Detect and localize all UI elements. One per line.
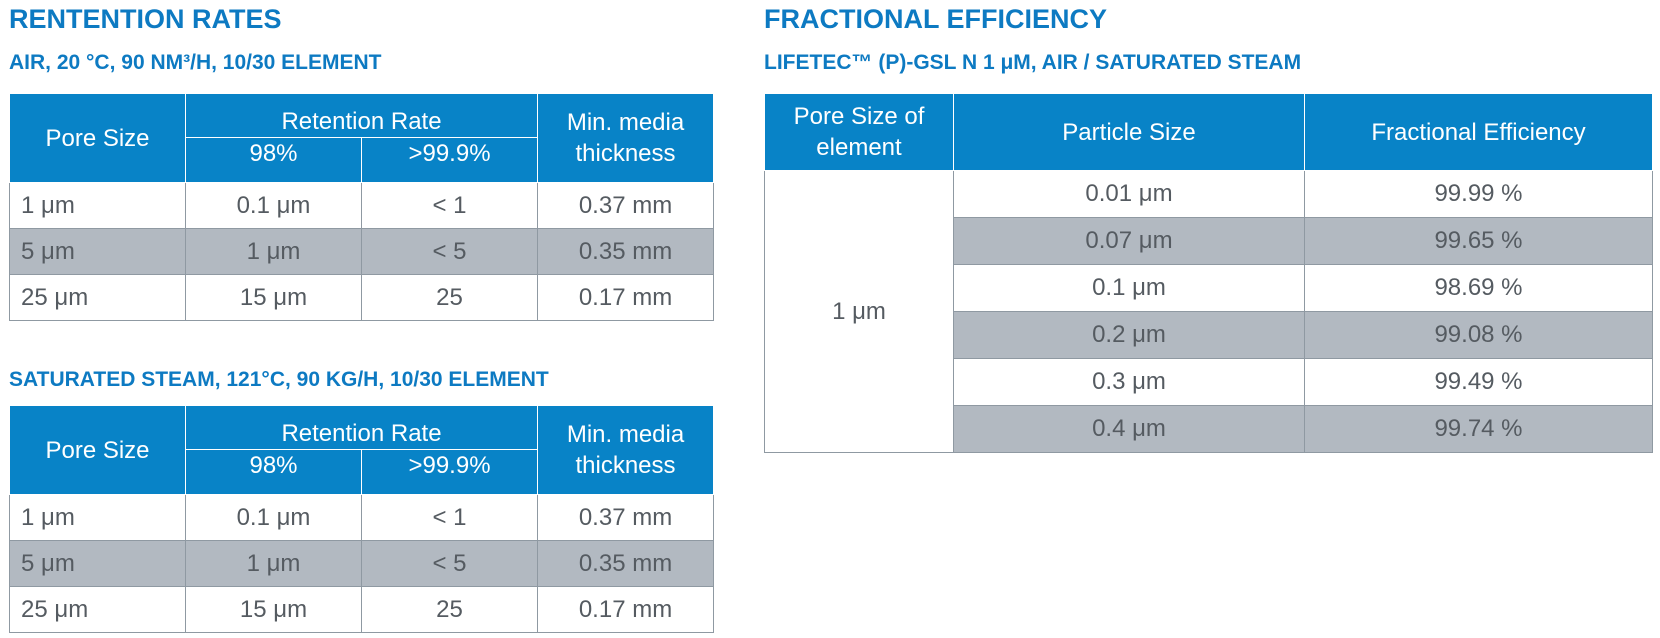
pore-size-of-element-header: Pore Size of element	[764, 93, 954, 171]
air-retention-table: Pore Size Retention Rate Min. media thic…	[9, 93, 715, 321]
pore-size-header-line2: element	[816, 134, 902, 161]
table-row: 25 μm 15 μm 25 0.17 mm	[9, 586, 715, 633]
thickness-cell: 0.37 mm	[537, 494, 715, 541]
retention-98-cell: 1 μm	[185, 228, 362, 275]
retention-rate-header: Retention Rate	[184, 405, 539, 450]
particle-size-header: Particle Size	[953, 93, 1305, 171]
retention-98-cell: 0.1 μm	[185, 182, 362, 229]
pore-size-cell: 5 μm	[9, 540, 186, 587]
element-pore-size-cell: 1 μm	[764, 170, 954, 453]
steam-retention-table: Pore Size Retention Rate Min. media thic…	[9, 405, 715, 633]
particle-size-cell: 0.4 μm	[953, 405, 1305, 453]
efficiency-cell: 99.65 %	[1304, 217, 1653, 265]
particle-size-cell: 0.1 μm	[953, 264, 1305, 312]
particle-size-cell: 0.3 μm	[953, 358, 1305, 406]
min-thickness-header-line2: thickness	[575, 452, 676, 479]
table-row: 0.3 μm 99.49 %	[765, 358, 1653, 406]
particle-size-cell: 0.01 μm	[953, 170, 1305, 218]
retention-999-cell: 25	[360, 274, 539, 321]
pore-size-cell: 25 μm	[9, 586, 186, 633]
table-row: 1 μm 0.01 μm 99.99 %	[764, 170, 1653, 453]
retention-999-cell: < 5	[360, 540, 539, 587]
fractional-efficiency-title: FRACTIONAL EFFICIENCY	[764, 4, 1107, 34]
fractional-efficiency-subtitle: LIFETEC™ (P)-GSL N 1 μM, AIR / SATURATED…	[764, 51, 1302, 74]
retention-999-cell: < 1	[360, 182, 539, 229]
retention-rate-header: Retention Rate	[184, 93, 539, 138]
efficiency-cell: 99.49 %	[1304, 358, 1653, 406]
efficiency-cell: 99.99 %	[1304, 170, 1653, 218]
min-thickness-header-line1: Min. media	[566, 421, 685, 448]
table-row: 1 μm 0.1 μm < 1 0.37 mm	[9, 494, 715, 541]
pore-size-cell: 1 μm	[9, 182, 186, 229]
efficiency-cell: 98.69 %	[1304, 264, 1653, 312]
air-table-subtitle: AIR, 20 °C, 90 NM³/H, 10/30 ELEMENT	[9, 51, 382, 74]
thickness-cell: 0.35 mm	[537, 540, 715, 587]
table-row: 0.4 μm 99.74 %	[765, 405, 1653, 453]
pore-size-header-line1: Pore Size of	[793, 103, 925, 130]
pore-size-header: Pore Size	[9, 93, 186, 183]
thickness-cell: 0.17 mm	[537, 274, 715, 321]
retention-98-cell: 15 μm	[185, 586, 362, 633]
table-row: 0.2 μm 99.08 %	[765, 311, 1653, 359]
table-row: 5 μm 1 μm < 5 0.35 mm	[9, 228, 715, 275]
table-row: 1 μm 0.1 μm < 1 0.37 mm	[9, 182, 715, 229]
thickness-cell: 0.37 mm	[537, 182, 715, 229]
retention-999-header: >99.9%	[360, 137, 539, 183]
particle-size-cell: 0.07 μm	[953, 217, 1305, 265]
retention-98-cell: 0.1 μm	[185, 494, 362, 541]
retention-98-cell: 15 μm	[185, 274, 362, 321]
min-thickness-header-line1: Min. media	[566, 109, 685, 136]
pore-size-cell: 5 μm	[9, 228, 186, 275]
pore-size-header: Pore Size	[9, 405, 186, 495]
retention-999-cell: 25	[360, 586, 539, 633]
retention-999-cell: < 1	[360, 494, 539, 541]
min-thickness-header: Min. media thickness	[537, 93, 715, 183]
min-thickness-header-line2: thickness	[575, 140, 676, 167]
table-row: 5 μm 1 μm < 5 0.35 mm	[9, 540, 715, 587]
efficiency-cell: 99.08 %	[1304, 311, 1653, 359]
pore-size-cell: 1 μm	[9, 494, 186, 541]
steam-table-subtitle: SATURATED STEAM, 121°C, 90 KG/H, 10/30 E…	[9, 368, 549, 391]
fractional-efficiency-header: Fractional Efficiency	[1304, 93, 1653, 171]
retention-rates-title: RENTENTION RATES	[9, 4, 282, 34]
retention-98-header: 98%	[185, 137, 362, 183]
fractional-efficiency-table: Pore Size of element Particle Size Fract…	[764, 93, 1653, 453]
thickness-cell: 0.35 mm	[537, 228, 715, 275]
particle-size-cell: 0.2 μm	[953, 311, 1305, 359]
retention-98-header: 98%	[185, 449, 362, 495]
retention-999-cell: < 5	[360, 228, 539, 275]
table-row: 0.07 μm 99.65 %	[765, 217, 1653, 265]
min-thickness-header: Min. media thickness	[537, 405, 715, 495]
retention-98-cell: 1 μm	[185, 540, 362, 587]
efficiency-cell: 99.74 %	[1304, 405, 1653, 453]
pore-size-cell: 25 μm	[9, 274, 186, 321]
table-row: 25 μm 15 μm 25 0.17 mm	[9, 274, 715, 321]
thickness-cell: 0.17 mm	[537, 586, 715, 633]
retention-999-header: >99.9%	[360, 449, 539, 495]
